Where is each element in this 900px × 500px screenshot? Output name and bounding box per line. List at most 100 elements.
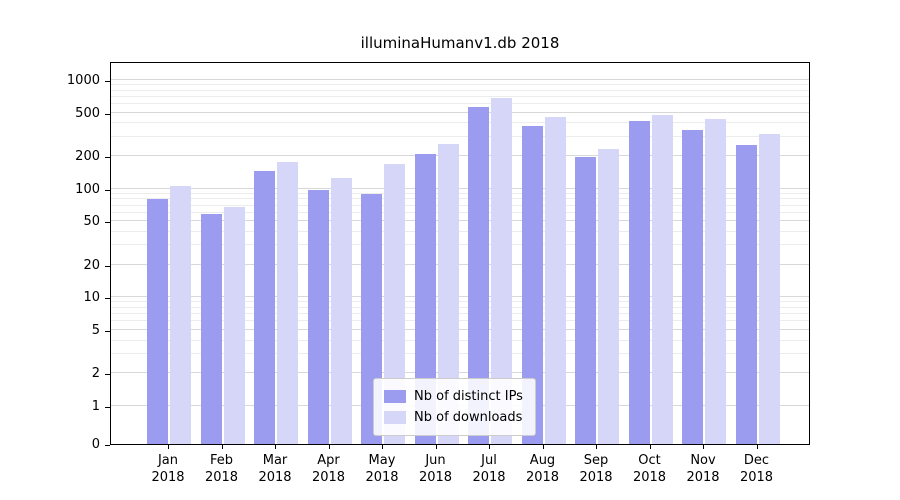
- x-tick-label-jun: Jun 2018: [404, 452, 468, 486]
- x-tick-label-sep: Sep 2018: [564, 452, 628, 486]
- y-tick-mark-0: [105, 445, 110, 446]
- bar-nb-of-downloads-sep: [598, 149, 619, 444]
- y-tick-label-200: 200: [75, 148, 100, 164]
- y-tick-mark-500: [105, 113, 110, 115]
- gridline-minor-60: [111, 211, 809, 213]
- x-tick-label-jul: Jul 2018: [457, 452, 521, 486]
- x-tick-mark-mar: [275, 445, 276, 449]
- bar-nb-of-downloads-oct: [651, 114, 673, 444]
- bar-nb-of-downloads-apr: [330, 178, 352, 444]
- x-tick-month: Jan: [157, 453, 179, 468]
- x-tick-month: Dec: [743, 453, 770, 468]
- y-tick-label-50: 50: [83, 214, 100, 230]
- x-tick-label-apr: Apr 2018: [297, 452, 361, 486]
- y-tick-mark-20: [105, 265, 110, 267]
- bar-nb-of-distinct-ips-nov: [682, 129, 703, 444]
- legend: Nb of distinct IPs Nb of downloads: [373, 378, 536, 436]
- gridline-minor-7: [111, 313, 809, 315]
- gridline-5: [111, 329, 809, 331]
- bar-nb-of-downloads-jun: [437, 143, 459, 444]
- y-tick-label-1000: 1000: [66, 72, 100, 88]
- bar-nb-of-distinct-ips-jun: [414, 153, 436, 444]
- gridline-minor-600: [111, 103, 809, 105]
- y-tick-mark-100: [105, 189, 110, 191]
- x-tick-year: 2018: [311, 470, 346, 485]
- x-tick-year: 2018: [258, 470, 292, 485]
- gridline-1000: [111, 79, 809, 80]
- x-tick-year: 2018: [525, 470, 560, 485]
- bar-nb-of-downloads-jul: [491, 98, 512, 444]
- x-tick-label-feb: Feb 2018: [190, 452, 254, 486]
- y-tick-mark-5: [105, 331, 110, 333]
- y-tick-label-1: 1: [91, 399, 100, 414]
- gridline-minor-300: [111, 135, 809, 137]
- x-tick-month: Mar: [262, 453, 288, 468]
- plot-area: Nb of distinct IPs Nb of downloads: [110, 62, 810, 445]
- gridline-minor-90: [111, 192, 809, 194]
- bar-nb-of-downloads-aug: [544, 116, 566, 444]
- legend-item-nb-of-downloads: Nb of downloads: [384, 407, 523, 428]
- bar-nb-of-downloads-mar: [277, 162, 298, 444]
- x-tick-mark-jul: [489, 445, 490, 449]
- bar-nb-of-distinct-ips-jan: [147, 199, 168, 444]
- x-tick-year: 2018: [151, 470, 185, 485]
- x-tick-month: Jun: [425, 453, 446, 468]
- x-tick-month: Nov: [690, 453, 716, 468]
- y-tick-mark-50: [105, 222, 110, 224]
- x-tick-month: Feb: [209, 453, 234, 468]
- x-tick-year: 2018: [739, 470, 774, 485]
- bar-nb-of-distinct-ips-feb: [200, 214, 222, 444]
- x-tick-label-may: May 2018: [350, 452, 414, 486]
- y-tick-mark-1: [105, 407, 110, 408]
- x-tick-mark-jun: [435, 445, 437, 449]
- x-tick-year: 2018: [204, 470, 239, 485]
- gridline-minor-9: [111, 301, 809, 303]
- bar-nb-of-downloads-jan: [170, 186, 191, 444]
- legend-swatch-nb-of-downloads: [384, 411, 406, 424]
- bar-nb-of-downloads-nov: [705, 118, 726, 444]
- x-tick-month: Sep: [583, 453, 609, 468]
- x-tick-label-dec: Dec 2018: [725, 452, 789, 486]
- x-tick-label-nov: Nov 2018: [671, 452, 735, 486]
- x-tick-year: 2018: [579, 470, 613, 485]
- x-tick-mark-sep: [596, 445, 597, 449]
- x-tick-label-jan: Jan 2018: [136, 452, 200, 486]
- chart-title: illuminaHumanv1.db 2018: [360, 34, 560, 52]
- y-tick-label-20: 20: [83, 257, 100, 273]
- bar-nb-of-distinct-ips-dec: [735, 145, 757, 444]
- gridline-minor-70: [111, 204, 809, 206]
- gridline-200: [111, 154, 809, 156]
- gridline-minor-8: [111, 306, 809, 308]
- x-tick-month: Aug: [529, 453, 556, 468]
- x-tick-mark-oct: [649, 445, 651, 449]
- x-tick-label-oct: Oct 2018: [618, 452, 682, 486]
- y-tick-label-10: 10: [83, 290, 100, 306]
- y-tick-label-0: 0: [91, 437, 100, 452]
- legend-swatch-nb-of-distinct-ips: [384, 390, 406, 403]
- gridline-2: [111, 372, 809, 374]
- x-tick-mark-apr: [328, 445, 330, 449]
- y-tick-label-500: 500: [75, 105, 100, 121]
- gridline-50: [111, 220, 809, 222]
- bar-nb-of-distinct-ips-mar: [254, 171, 275, 444]
- gridline-minor-80: [111, 198, 809, 200]
- x-tick-label-mar: Mar 2018: [243, 452, 307, 486]
- bar-nb-of-distinct-ips-sep: [575, 157, 596, 444]
- gridline-10: [111, 296, 809, 298]
- gridline-minor-6: [111, 320, 809, 322]
- y-tick-label-2: 2: [91, 366, 100, 382]
- x-tick-mark-dec: [756, 445, 758, 449]
- x-tick-year: 2018: [472, 470, 506, 485]
- legend-label: Nb of distinct IPs: [414, 389, 523, 404]
- gridline-minor-400: [111, 122, 809, 124]
- x-tick-month: May: [368, 453, 396, 468]
- x-tick-year: 2018: [686, 470, 720, 485]
- x-tick-month: Apr: [317, 453, 340, 468]
- legend-item-nb-of-distinct-ips: Nb of distinct IPs: [384, 386, 523, 407]
- y-tick-label-100: 100: [75, 181, 100, 197]
- y-tick-mark-2: [105, 374, 110, 376]
- y-tick-mark-200: [105, 156, 110, 158]
- y-tick-label-5: 5: [91, 323, 100, 339]
- x-tick-year: 2018: [365, 470, 399, 485]
